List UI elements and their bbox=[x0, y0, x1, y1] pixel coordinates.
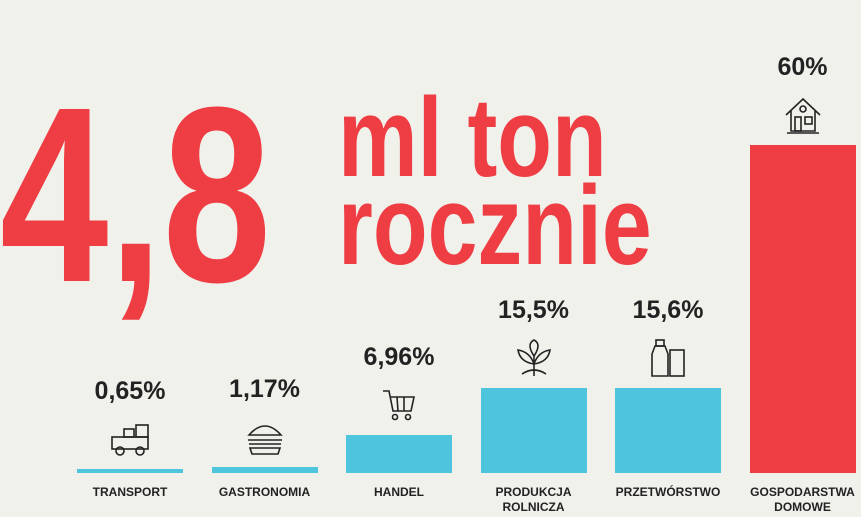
house-icon bbox=[784, 97, 821, 134]
value-label: 15,5% bbox=[498, 296, 569, 325]
burger-icon bbox=[246, 424, 283, 455]
category-label: PRZETWÓRSTWO bbox=[615, 485, 721, 499]
bar bbox=[77, 469, 183, 473]
bar bbox=[480, 388, 587, 473]
value-label: 15,6% bbox=[632, 295, 704, 324]
value-label: 1,17% bbox=[229, 374, 300, 403]
value-label: 60% bbox=[777, 53, 828, 81]
truck-icon bbox=[111, 424, 149, 457]
category-label: HANDEL bbox=[374, 485, 424, 499]
headline-number: 4,8 bbox=[0, 55, 272, 334]
value-label: 6,96% bbox=[363, 342, 435, 371]
cart-icon bbox=[383, 390, 415, 421]
bottle-icon bbox=[651, 338, 685, 377]
category-label: GOSPODARSTWA DOMOWE bbox=[750, 485, 855, 514]
category-label: PRODUKCJA ROLNICZA bbox=[495, 485, 572, 514]
plant-icon bbox=[516, 339, 551, 377]
bar bbox=[615, 387, 721, 473]
headline-line1: ml ton bbox=[338, 75, 607, 200]
headline-line2: rocznie bbox=[338, 163, 652, 288]
category-label: TRANSPORT bbox=[92, 485, 168, 499]
value-label: 0,65% bbox=[94, 377, 166, 406]
bar bbox=[211, 466, 318, 473]
bar bbox=[749, 145, 856, 473]
bar bbox=[346, 434, 452, 473]
category-label: GASTRONOMIA bbox=[218, 485, 311, 499]
